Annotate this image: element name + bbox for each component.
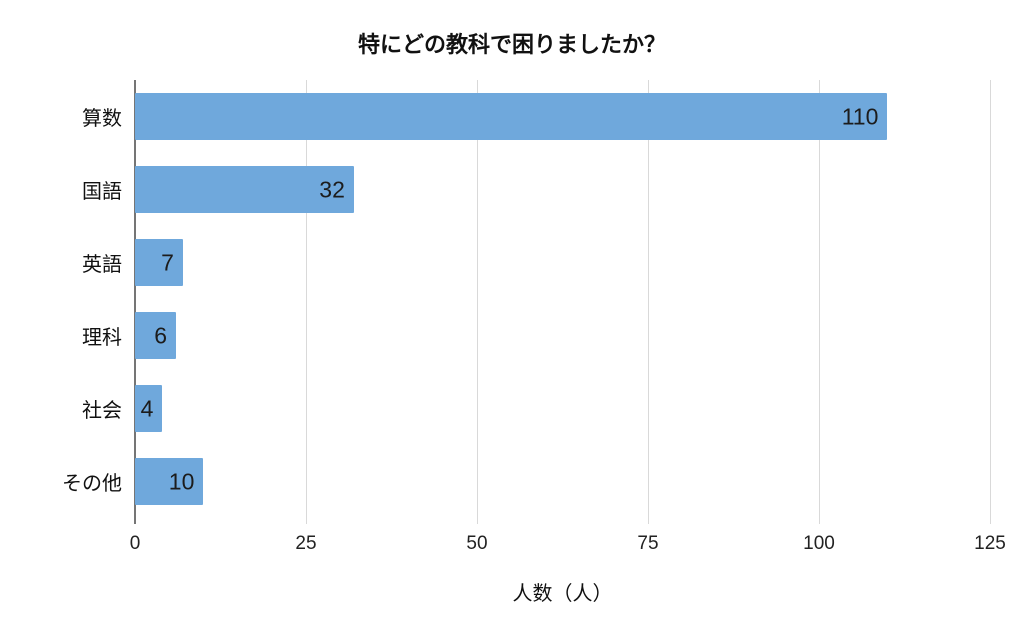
bar-row: その他 10 [62,445,990,518]
y-axis-line [134,80,136,524]
bar: 32 [135,166,354,213]
bar-rows: 算数 110 国語 32 英語 7 理科 6 社会 4 その他 10 [62,80,990,518]
value-label: 32 [319,176,345,202]
category-label: 理科 [82,327,122,349]
gridline [305,80,307,524]
bar: 110 [135,93,888,140]
value-label: 110 [841,103,879,129]
x-tick-label: 0 [129,533,141,554]
bar-row: 算数 110 [82,80,990,153]
bar-row: 理科 6 [82,299,990,372]
bar: 10 [135,458,204,505]
category-label: 算数 [82,108,122,130]
category-label: その他 [62,473,122,495]
category-label: 国語 [82,181,122,203]
category-label: 社会 [82,400,122,422]
bar: 4 [135,385,163,432]
plot-area: 算数 110 国語 32 英語 7 理科 6 社会 4 その他 10 0 25 50 75 100 125 [62,80,1006,554]
bar: 7 [135,239,183,286]
x-tick-label: 75 [637,533,659,554]
x-tick-label: 50 [466,533,488,554]
x-axis-title: 人数（人） [512,583,613,605]
value-label: 7 [161,249,174,275]
value-label: 4 [140,395,154,421]
gridline [647,80,649,524]
x-tick-label: 125 [974,533,1006,554]
gridline [476,80,478,524]
x-tick-label: 25 [295,533,317,554]
value-label: 6 [154,322,168,348]
bar-row: 英語 7 [82,226,990,299]
bar-row: 社会 4 [82,372,990,445]
bar: 6 [135,312,177,359]
gridline [989,80,991,524]
bar-row: 国語 32 [82,153,990,226]
category-label: 英語 [82,254,122,276]
x-tick-label: 100 [803,533,835,554]
value-label: 10 [168,468,195,494]
chart-title: 特にどの教科で困りましたか？ [357,32,666,57]
gridline [818,80,820,524]
